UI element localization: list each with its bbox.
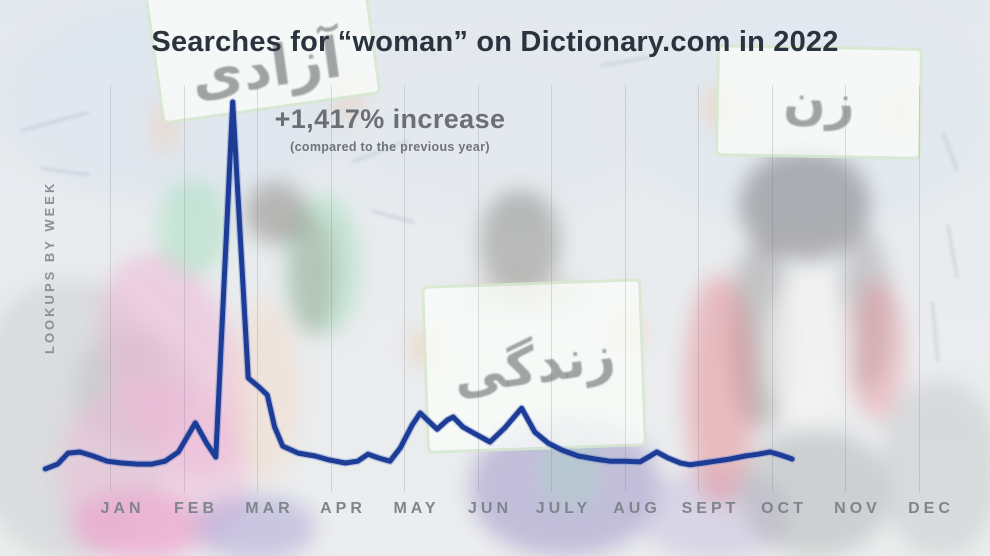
x-axis-label-mar: MAR: [245, 500, 294, 517]
month-gridline: [624, 85, 626, 492]
month-gridline: [918, 85, 920, 492]
bg-blob: [245, 182, 307, 244]
month-gridline: [183, 85, 185, 492]
bg-blob: [685, 275, 755, 505]
x-axis-label-nov: NOV: [834, 500, 881, 517]
month-gridline: [771, 85, 773, 492]
month-gridline: [330, 85, 332, 492]
increase-annotation-headline: +1,417% increase: [274, 104, 506, 134]
x-axis-label-oct: OCT: [761, 500, 807, 517]
bg-blob: [880, 380, 990, 556]
bg-blob: [330, 40, 660, 220]
x-axis-label-july: JULY: [535, 500, 592, 517]
x-axis-label-jun: JUN: [467, 500, 512, 517]
month-gridline: [404, 85, 405, 492]
month-gridline: [551, 85, 552, 492]
bg-blob: [640, 470, 790, 556]
x-axis-label-apr: APR: [320, 500, 366, 517]
bg-blob: [285, 195, 360, 335]
bg-blob: [195, 495, 315, 556]
month-gridline: [110, 85, 111, 492]
month-gridline: [698, 85, 699, 492]
bg-blob: [70, 490, 200, 556]
page-title: Searches for “woman” on Dictionary.com i…: [151, 26, 839, 58]
bg-blob: [480, 190, 560, 295]
x-axis-label-aug: AUG: [613, 500, 661, 517]
increase-annotation: +1,417% increase (compared to the previo…: [240, 104, 540, 154]
bg-blob: [158, 180, 228, 275]
increase-annotation-subtext: (compared to the previous year): [290, 140, 490, 154]
bg-blob: [740, 150, 870, 260]
x-axis-label-jan: JAN: [100, 500, 145, 517]
bg-blob: [290, 215, 335, 335]
bg-blob: [765, 270, 855, 430]
month-gridline: [257, 85, 258, 492]
x-axis-label-feb: FEB: [174, 500, 218, 517]
x-axis-label-sept: SEPT: [681, 500, 740, 517]
month-gridline: [845, 85, 846, 492]
x-axis-label-may: MAY: [393, 500, 440, 517]
trend-line: [42, 99, 795, 472]
bg-blob: [850, 280, 905, 420]
x-axis-label-dec: DEC: [908, 500, 954, 517]
month-gridline: [477, 85, 479, 492]
